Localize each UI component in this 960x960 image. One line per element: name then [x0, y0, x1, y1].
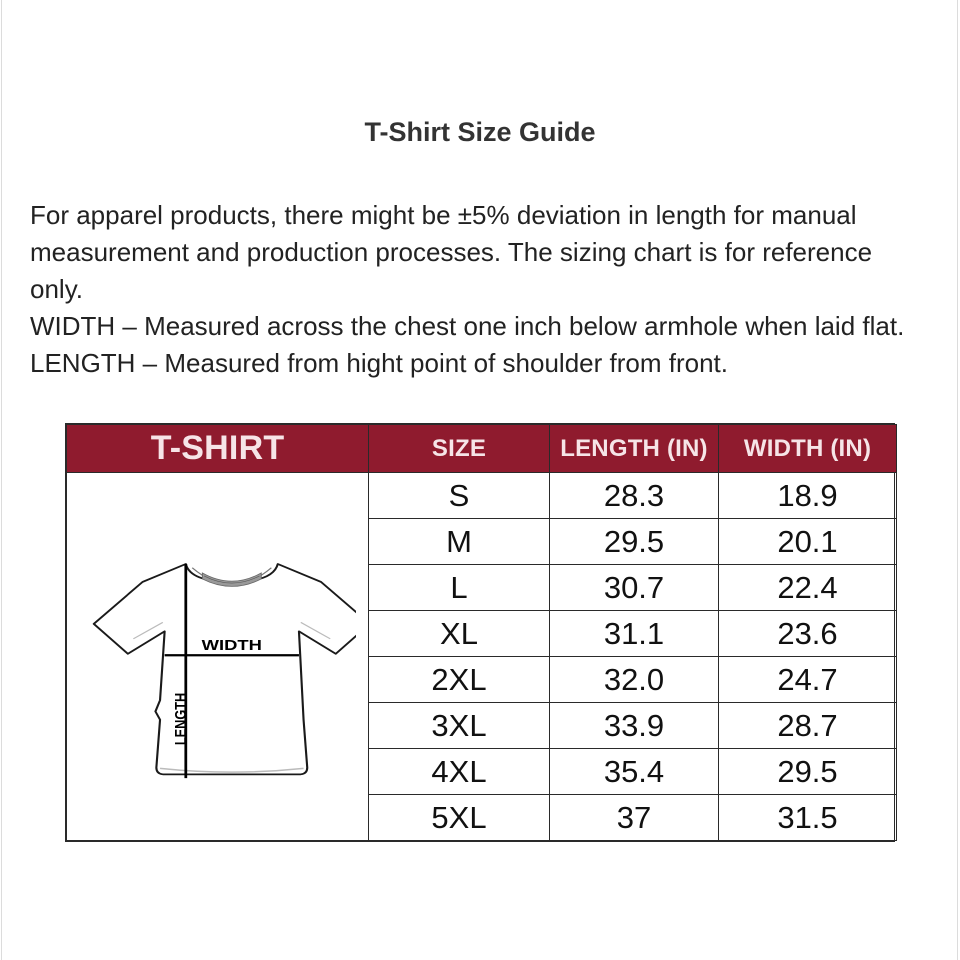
svg-text:LENGTH: LENGTH	[172, 693, 190, 745]
svg-text:WIDTH: WIDTH	[201, 637, 261, 654]
